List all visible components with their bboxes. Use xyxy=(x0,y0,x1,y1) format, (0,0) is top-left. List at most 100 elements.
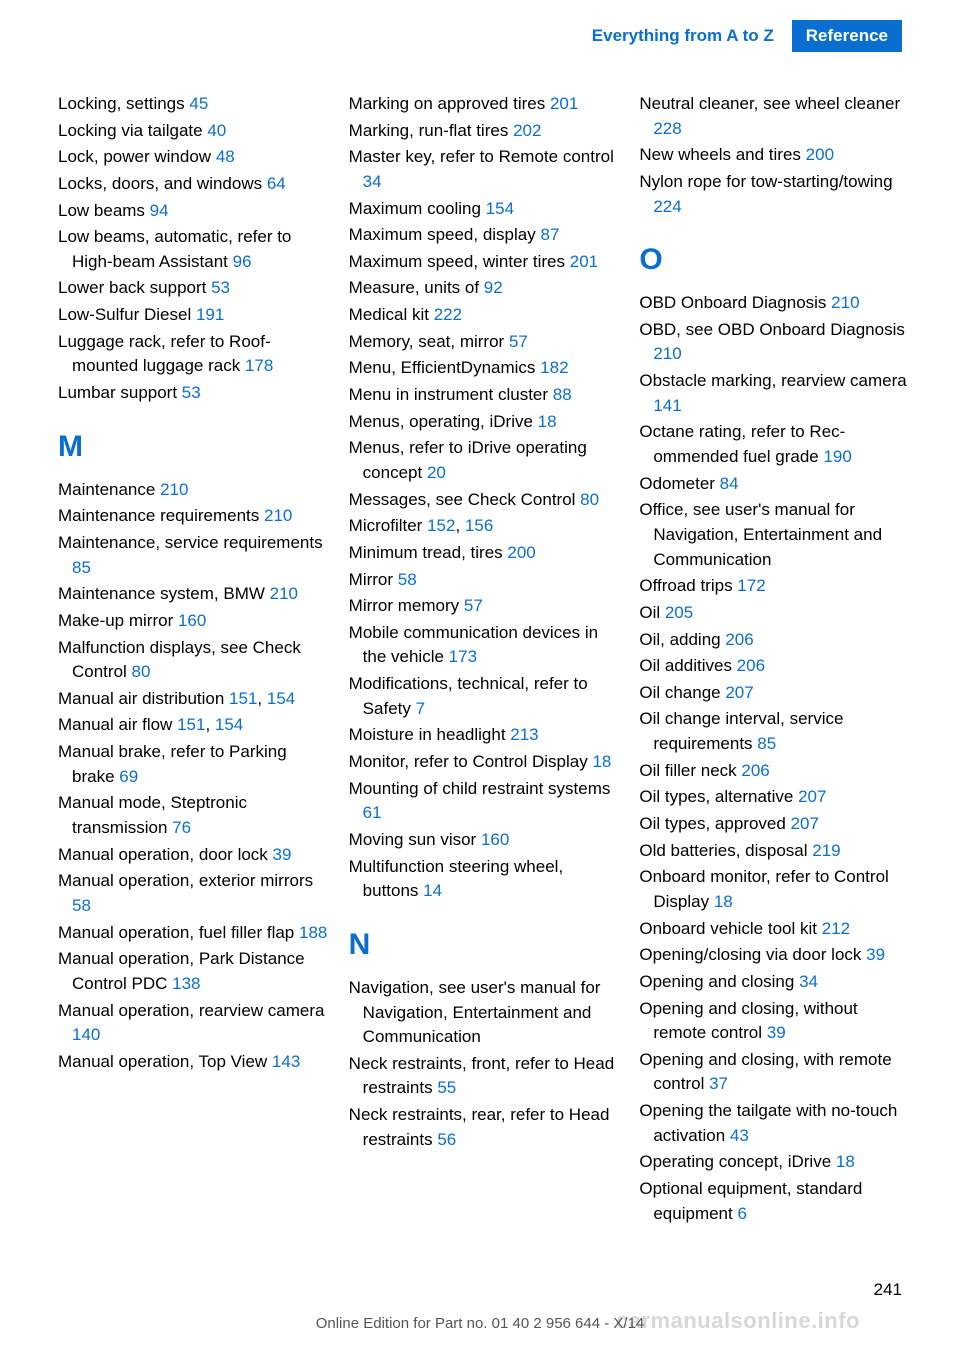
page-link[interactable]: 37 xyxy=(709,1074,728,1093)
index-entry-text: Lumbar support xyxy=(58,383,182,402)
page-link[interactable]: 182 xyxy=(540,358,568,377)
page-link[interactable]: 178 xyxy=(245,356,273,375)
page-link[interactable]: 212 xyxy=(822,919,850,938)
page-link[interactable]: 96 xyxy=(233,252,252,271)
page-link[interactable]: 152 xyxy=(427,516,455,535)
page-link[interactable]: 206 xyxy=(725,630,753,649)
page-link[interactable]: 188 xyxy=(299,923,327,942)
page-link[interactable]: 206 xyxy=(737,656,765,675)
index-entry-text: Oil types, alternative xyxy=(639,787,798,806)
page-link[interactable]: 39 xyxy=(767,1023,786,1042)
page-link[interactable]: 18 xyxy=(836,1152,855,1171)
page-link[interactable]: 202 xyxy=(513,121,541,140)
index-entry: Moisture in headlight 213 xyxy=(349,723,622,748)
index-entry-text: Neck restraints, front, refer to Head re… xyxy=(349,1054,615,1098)
page-link[interactable]: 191 xyxy=(196,305,224,324)
page-link[interactable]: 40 xyxy=(207,121,226,140)
page-link[interactable]: 200 xyxy=(806,145,834,164)
page-link[interactable]: 201 xyxy=(570,252,598,271)
page-link[interactable]: 53 xyxy=(182,383,201,402)
page-link[interactable]: 154 xyxy=(267,689,295,708)
page-link[interactable]: 160 xyxy=(178,611,206,630)
page-link[interactable]: 39 xyxy=(866,945,885,964)
page-link[interactable]: 85 xyxy=(757,734,776,753)
page-link[interactable]: 34 xyxy=(363,172,382,191)
page-link[interactable]: 160 xyxy=(481,830,509,849)
page-link[interactable]: 210 xyxy=(831,293,859,312)
page-link[interactable]: 20 xyxy=(427,463,446,482)
page-link[interactable]: 88 xyxy=(553,385,572,404)
index-entry: Low beams 94 xyxy=(58,199,331,224)
page-link[interactable]: 154 xyxy=(215,715,243,734)
index-entry: Opening and closing, without remote cont… xyxy=(639,997,912,1046)
index-entry: Maximum cooling 154 xyxy=(349,197,622,222)
page-link[interactable]: 18 xyxy=(714,892,733,911)
index-entry-text: Microfilter xyxy=(349,516,427,535)
page-link[interactable]: 45 xyxy=(189,94,208,113)
page-link[interactable]: 53 xyxy=(211,278,230,297)
page-link[interactable]: 140 xyxy=(72,1025,100,1044)
page-link[interactable]: 39 xyxy=(273,845,292,864)
page-link[interactable]: 18 xyxy=(592,752,611,771)
index-entry: Memory, seat, mirror 57 xyxy=(349,330,622,355)
page-link[interactable]: 57 xyxy=(464,596,483,615)
page-link[interactable]: 6 xyxy=(737,1204,746,1223)
page-link[interactable]: 80 xyxy=(132,662,151,681)
page-link[interactable]: 69 xyxy=(119,767,138,786)
page-link[interactable]: 18 xyxy=(538,412,557,431)
page-link[interactable]: 154 xyxy=(486,199,514,218)
page-link[interactable]: 7 xyxy=(416,699,425,718)
page-link[interactable]: 43 xyxy=(730,1126,749,1145)
page-link[interactable]: 213 xyxy=(510,725,538,744)
page-link[interactable]: 210 xyxy=(264,506,292,525)
page-link[interactable]: 56 xyxy=(437,1130,456,1149)
page-link[interactable]: 64 xyxy=(267,174,286,193)
index-entry: Marking on approved tires 201 xyxy=(349,92,622,117)
page-link[interactable]: 80 xyxy=(580,490,599,509)
page-link[interactable]: 55 xyxy=(437,1078,456,1097)
index-entry-text: Onboard monitor, refer to Control Displa… xyxy=(639,867,888,911)
page-link[interactable]: 156 xyxy=(465,516,493,535)
page-link[interactable]: 58 xyxy=(72,896,91,915)
page-link[interactable]: 201 xyxy=(550,94,578,113)
page-link[interactable]: 57 xyxy=(509,332,528,351)
page-link[interactable]: 206 xyxy=(741,761,769,780)
index-entry-text: Menus, refer to iDrive operat­ing concep… xyxy=(349,438,587,482)
page-link[interactable]: 207 xyxy=(725,683,753,702)
index-column-1: Locking, settings 45Locking via tailgate… xyxy=(58,92,331,1228)
page-link[interactable]: 84 xyxy=(720,474,739,493)
page-link[interactable]: 219 xyxy=(812,841,840,860)
page-link[interactable]: 34 xyxy=(799,972,818,991)
page-link[interactable]: 76 xyxy=(172,818,191,837)
page-link[interactable]: 85 xyxy=(72,558,91,577)
page-link[interactable]: 61 xyxy=(363,803,382,822)
page-link[interactable]: 224 xyxy=(653,197,681,216)
index-entry-text: Low beams xyxy=(58,201,150,220)
page-link[interactable]: 228 xyxy=(653,119,681,138)
page-link[interactable]: 207 xyxy=(798,787,826,806)
page-link[interactable]: 58 xyxy=(398,570,417,589)
page-link[interactable]: 200 xyxy=(507,543,535,562)
page-link[interactable]: 141 xyxy=(653,396,681,415)
page-link[interactable]: 210 xyxy=(270,584,298,603)
page-link[interactable]: 94 xyxy=(150,201,169,220)
page-link[interactable]: 172 xyxy=(737,576,765,595)
page-link[interactable]: 222 xyxy=(434,305,462,324)
page-link[interactable]: 205 xyxy=(665,603,693,622)
page-link[interactable]: 190 xyxy=(823,447,851,466)
page-link[interactable]: 92 xyxy=(484,278,503,297)
page-link[interactable]: 14 xyxy=(423,881,442,900)
page-link[interactable]: 151 xyxy=(177,715,205,734)
page-link[interactable]: 48 xyxy=(216,147,235,166)
index-entry: Office, see user's manual for Navigation… xyxy=(639,498,912,572)
page-link[interactable]: 151 xyxy=(229,689,257,708)
page-link[interactable]: 207 xyxy=(791,814,819,833)
page-link[interactable]: 138 xyxy=(172,974,200,993)
page-link[interactable]: 173 xyxy=(449,647,477,666)
page-link[interactable]: 143 xyxy=(272,1052,300,1071)
index-entry-separator: , xyxy=(257,689,266,708)
page-link[interactable]: 210 xyxy=(653,344,681,363)
page-link[interactable]: 87 xyxy=(540,225,559,244)
page-link[interactable]: 210 xyxy=(160,480,188,499)
index-column-2: Marking on approved tires 201Marking, ru… xyxy=(349,92,622,1228)
